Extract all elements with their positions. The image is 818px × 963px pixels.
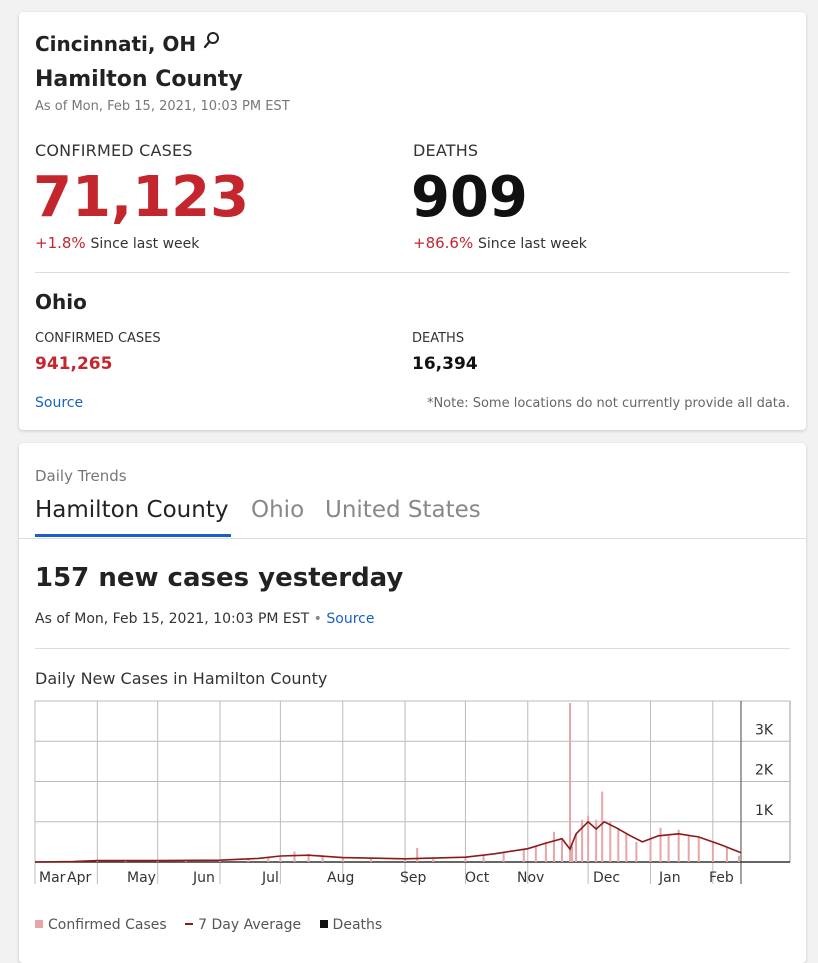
county-deaths-change-suffix: Since last week bbox=[478, 236, 587, 252]
county-cases-value: 71,123 bbox=[33, 168, 249, 228]
x-tick-label: Aug bbox=[327, 870, 354, 886]
x-tick-label: Mar bbox=[39, 870, 66, 886]
x-tick-label: Feb bbox=[709, 870, 734, 886]
case-bar bbox=[293, 852, 295, 862]
x-tick-label: Jan bbox=[658, 870, 681, 886]
case-bar bbox=[503, 853, 505, 862]
x-tick-label: May bbox=[127, 870, 156, 886]
case-bar bbox=[561, 840, 563, 862]
daily-cases-chart: 4K3K2K1K MarAprMayJunJulAugSepOctNovDecJ… bbox=[33, 698, 793, 893]
y-tick-labels: 4K3K2K1K bbox=[755, 698, 774, 819]
y-tick-label: 2K bbox=[755, 763, 774, 779]
case-bar bbox=[432, 858, 434, 862]
county-cases-change-pct: +1.8% bbox=[35, 234, 86, 252]
tab-united-states[interactable]: United States bbox=[325, 497, 481, 523]
county-cases-change-suffix: Since last week bbox=[90, 236, 199, 252]
section-divider bbox=[35, 272, 790, 273]
county-deaths-value: 909 bbox=[411, 168, 528, 228]
legend-swatch-bar bbox=[35, 920, 43, 928]
county-name: Hamilton County bbox=[35, 67, 243, 92]
state-deaths-label: DEATHS bbox=[412, 331, 464, 346]
case-bar bbox=[609, 822, 611, 862]
y-tick-label: 1K bbox=[755, 803, 774, 819]
county-cases-change: +1.8% Since last week bbox=[35, 234, 199, 252]
case-bar bbox=[660, 828, 662, 862]
county-deaths-change: +86.6% Since last week bbox=[413, 234, 587, 252]
case-bar bbox=[726, 848, 728, 862]
state-name: Ohio bbox=[35, 290, 87, 314]
x-tick-label: Dec bbox=[593, 870, 620, 886]
trends-as-of: As of Mon, Feb 15, 2021, 10:03 PM EST • … bbox=[35, 611, 374, 627]
city-name: Cincinnati, OH bbox=[35, 32, 196, 56]
cases-bars bbox=[62, 703, 740, 862]
chart-grid bbox=[35, 701, 790, 884]
summary-card: Cincinnati, OH Hamilton County As of Mon… bbox=[19, 12, 806, 430]
separator-dot: • bbox=[314, 611, 322, 627]
trends-as-of-text: As of Mon, Feb 15, 2021, 10:03 PM EST bbox=[35, 611, 309, 627]
case-bar bbox=[712, 842, 714, 862]
case-bar bbox=[635, 842, 637, 862]
source-link[interactable]: Source bbox=[35, 395, 83, 411]
case-bar bbox=[545, 842, 547, 862]
trends-label: Daily Trends bbox=[35, 467, 127, 485]
case-bar bbox=[483, 856, 485, 862]
legend-deaths: Deaths bbox=[320, 917, 383, 933]
data-note: *Note: Some locations do not currently p… bbox=[427, 396, 790, 411]
case-bar bbox=[569, 703, 571, 862]
tabs-divider bbox=[19, 538, 806, 539]
chart-title: Daily New Cases in Hamilton County bbox=[35, 669, 327, 688]
legend-swatch-line bbox=[185, 923, 193, 925]
x-tick-label: Nov bbox=[517, 870, 544, 886]
x-tick-label: Apr bbox=[67, 870, 91, 886]
county-deaths-change-pct: +86.6% bbox=[413, 234, 473, 252]
tab-hamilton-county[interactable]: Hamilton County bbox=[35, 497, 228, 523]
case-bar bbox=[617, 828, 619, 862]
case-bar bbox=[738, 856, 740, 862]
case-bar bbox=[668, 836, 670, 862]
state-cases-label: CONFIRMED CASES bbox=[35, 331, 161, 346]
case-bar bbox=[553, 832, 555, 862]
trends-card: Daily Trends Hamilton County Ohio United… bbox=[19, 443, 806, 963]
x-tick-label: Oct bbox=[465, 870, 490, 886]
legend-confirmed-cases: Confirmed Cases bbox=[35, 917, 167, 933]
legend-7-day-average: 7 Day Average bbox=[185, 917, 301, 933]
case-bar bbox=[625, 834, 627, 862]
search-icon[interactable] bbox=[203, 31, 221, 51]
as-of-timestamp: As of Mon, Feb 15, 2021, 10:03 PM EST bbox=[35, 99, 290, 114]
case-bar bbox=[464, 858, 466, 862]
county-cases-label: CONFIRMED CASES bbox=[35, 141, 193, 160]
active-tab-indicator bbox=[35, 534, 231, 537]
trends-source-link[interactable]: Source bbox=[326, 611, 374, 627]
new-cases-headline: 157 new cases yesterday bbox=[35, 563, 403, 593]
x-tick-label: Sep bbox=[400, 870, 427, 886]
x-tick-label: Jun bbox=[192, 870, 215, 886]
case-bar bbox=[688, 836, 690, 862]
case-bar bbox=[575, 834, 577, 862]
state-deaths-value: 16,394 bbox=[412, 354, 478, 374]
y-tick-label: 3K bbox=[755, 722, 774, 738]
case-bar bbox=[595, 820, 597, 862]
legend-swatch-deaths bbox=[320, 920, 328, 928]
x-tick-label: Jul bbox=[261, 870, 279, 886]
case-bar bbox=[601, 792, 603, 862]
case-bar bbox=[416, 848, 418, 862]
county-deaths-label: DEATHS bbox=[413, 141, 478, 160]
trends-divider bbox=[35, 648, 790, 649]
chart-legend: Confirmed Cases 7 Day Average Deaths bbox=[35, 917, 396, 933]
tab-ohio[interactable]: Ohio bbox=[251, 497, 304, 523]
state-cases-value: 941,265 bbox=[35, 354, 112, 374]
case-bar bbox=[571, 846, 573, 862]
case-bar bbox=[535, 846, 537, 862]
case-bar bbox=[698, 838, 700, 862]
seven-day-average-line bbox=[35, 822, 741, 862]
case-bar bbox=[649, 838, 651, 862]
average-line bbox=[35, 822, 741, 862]
case-bar bbox=[523, 850, 525, 862]
